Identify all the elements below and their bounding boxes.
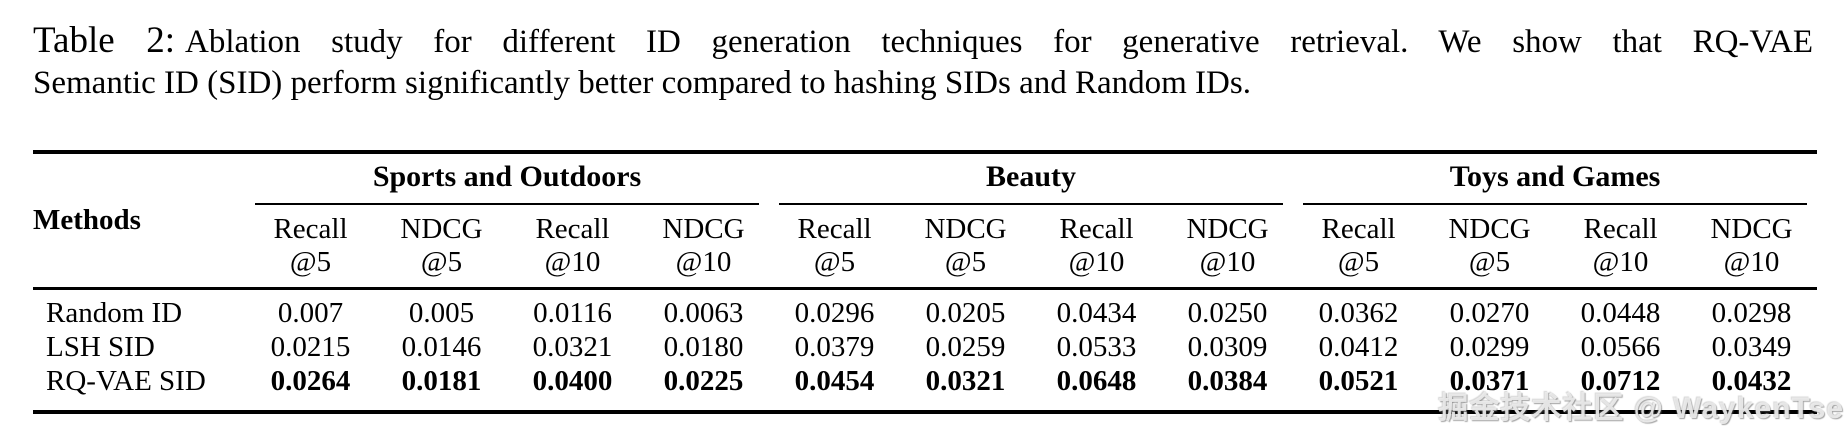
metric-header-beauty-ndcg10: NDCG @10 bbox=[1162, 205, 1293, 289]
metric-name: Recall bbox=[1321, 213, 1396, 245]
metric-cutoff: @10 bbox=[1199, 246, 1256, 278]
metric-cutoff: @5 bbox=[1337, 246, 1380, 278]
ablation-results-table: Methods Sports and Outdoors Beauty Toys … bbox=[33, 150, 1818, 414]
cell-value: 0.0063 bbox=[663, 297, 744, 329]
metric-header-toys-ndcg10: NDCG @10 bbox=[1686, 205, 1817, 289]
metric-name: NDCG bbox=[1186, 213, 1269, 245]
cell-value: 0.0116 bbox=[533, 297, 612, 329]
cell-value: 0.0180 bbox=[663, 331, 744, 363]
cell-value: 0.0349 bbox=[1711, 331, 1792, 363]
metric-header-sports-ndcg10: NDCG @10 bbox=[638, 205, 769, 289]
metric-header-toys-recall5: Recall @5 bbox=[1293, 205, 1424, 289]
metric-cutoff: @10 bbox=[1592, 246, 1649, 278]
cell-value: 0.005 bbox=[408, 297, 475, 329]
cell-value: 0.0712 bbox=[1580, 365, 1661, 397]
cell-value: 0.0309 bbox=[1187, 331, 1268, 363]
group-label-beauty: Beauty bbox=[779, 154, 1284, 205]
metric-header-toys-recall10: Recall @10 bbox=[1555, 205, 1686, 289]
metric-cutoff: @10 bbox=[1723, 246, 1780, 278]
cell-value: 0.0321 bbox=[925, 365, 1006, 397]
caption-line-1: Table 2: Ablation study for different ID … bbox=[33, 20, 1813, 63]
cell-value: 0.0321 bbox=[532, 331, 613, 363]
metric-name: Recall bbox=[1059, 213, 1134, 245]
cell-value: 0.0250 bbox=[1187, 297, 1268, 329]
cell-value: 0.0215 bbox=[270, 331, 351, 363]
group-header-row: Methods Sports and Outdoors Beauty Toys … bbox=[33, 152, 1817, 236]
watermark-text: 掘金技术社区 @ WaykenTse bbox=[1438, 392, 1844, 425]
cell-value: 0.0371 bbox=[1449, 365, 1530, 397]
metric-name: NDCG bbox=[662, 213, 745, 245]
group-header-sports: Sports and Outdoors bbox=[245, 152, 769, 205]
metric-cutoff: @5 bbox=[420, 246, 463, 278]
cell-value: 0.0298 bbox=[1711, 297, 1792, 329]
metric-name: Recall bbox=[273, 213, 348, 245]
cell-value: 0.0259 bbox=[925, 331, 1006, 363]
metric-header-beauty-ndcg5: NDCG @5 bbox=[900, 205, 1031, 289]
metric-header-sports-recall10: Recall @10 bbox=[507, 205, 638, 289]
group-label-toys: Toys and Games bbox=[1303, 154, 1808, 205]
metric-header-sports-recall5: Recall @5 bbox=[245, 205, 376, 289]
metric-name: Recall bbox=[797, 213, 872, 245]
caption-text-line1: Ablation study for different ID generati… bbox=[185, 24, 1813, 60]
cell-value: 0.0225 bbox=[663, 365, 744, 397]
cell-value: 0.0384 bbox=[1187, 365, 1268, 397]
cell-value: 0.0533 bbox=[1056, 331, 1137, 363]
cell-value: 0.0146 bbox=[401, 331, 482, 363]
metric-cutoff: @10 bbox=[675, 246, 732, 278]
method-label: RQ-VAE SID bbox=[46, 365, 206, 397]
method-label: Random ID bbox=[46, 297, 183, 329]
cell-value: 0.0412 bbox=[1318, 331, 1399, 363]
metric-cutoff: @10 bbox=[1068, 246, 1125, 278]
cell-value: 0.0299 bbox=[1449, 331, 1530, 363]
caption-table-number: Table 2: bbox=[33, 20, 176, 61]
metric-cutoff: @5 bbox=[813, 246, 856, 278]
caption-text-line2: Semantic ID (SID) perform significantly … bbox=[33, 65, 1251, 101]
metric-name: Recall bbox=[1583, 213, 1658, 245]
cell-value: 0.0434 bbox=[1056, 297, 1137, 329]
metric-cutoff: @5 bbox=[944, 246, 987, 278]
cell-value: 0.0454 bbox=[794, 365, 875, 397]
table-caption: Table 2: Ablation study for different ID … bbox=[33, 20, 1813, 104]
metric-name: NDCG bbox=[1710, 213, 1793, 245]
cell-value: 0.0432 bbox=[1711, 365, 1792, 397]
metric-header-toys-ndcg5: NDCG @5 bbox=[1424, 205, 1555, 289]
metric-cutoff: @5 bbox=[1468, 246, 1511, 278]
cell-value: 0.0264 bbox=[270, 365, 351, 397]
metric-cutoff: @10 bbox=[544, 246, 601, 278]
cell-value: 0.0362 bbox=[1318, 297, 1399, 329]
table-row-rqvae-sid: RQ-VAE SID 0.0264 0.0181 0.0400 0.0225 0… bbox=[33, 364, 1818, 412]
cell-value: 0.0181 bbox=[401, 365, 482, 397]
cell-value: 0.0296 bbox=[794, 297, 875, 329]
group-label-sports: Sports and Outdoors bbox=[255, 154, 760, 205]
cell-value: 0.0448 bbox=[1580, 297, 1661, 329]
cell-value: 0.0205 bbox=[925, 297, 1006, 329]
method-label: LSH SID bbox=[46, 331, 155, 363]
cell-value: 0.007 bbox=[277, 297, 344, 329]
cell-value: 0.0400 bbox=[532, 365, 613, 397]
group-header-beauty: Beauty bbox=[769, 152, 1293, 205]
cell-value: 0.0379 bbox=[794, 331, 875, 363]
cell-value: 0.0566 bbox=[1580, 331, 1661, 363]
methods-column-header: Methods bbox=[33, 204, 141, 236]
metric-header-beauty-recall5: Recall @5 bbox=[769, 205, 900, 289]
metric-header-row: Recall @5 NDCG @5 Recall @10 NDCG @10 Re… bbox=[33, 205, 1818, 289]
metric-name: Recall bbox=[535, 213, 610, 245]
cell-value: 0.0521 bbox=[1318, 365, 1399, 397]
cell-value: 0.0270 bbox=[1449, 297, 1530, 329]
metric-name: NDCG bbox=[400, 213, 483, 245]
metric-header-sports-ndcg5: NDCG @5 bbox=[376, 205, 507, 289]
caption-line-2: Semantic ID (SID) perform significantly … bbox=[33, 63, 1813, 104]
metric-name: NDCG bbox=[1448, 213, 1531, 245]
metric-header-beauty-recall10: Recall @10 bbox=[1031, 205, 1162, 289]
metric-name: NDCG bbox=[924, 213, 1007, 245]
table-row-random-id: Random ID 0.007 0.005 0.0116 0.0063 0.02… bbox=[33, 289, 1817, 331]
group-header-toys: Toys and Games bbox=[1293, 152, 1817, 205]
metric-cutoff: @5 bbox=[289, 246, 332, 278]
cell-value: 0.0648 bbox=[1056, 365, 1137, 397]
table-row-lsh-sid: LSH SID 0.0215 0.0146 0.0321 0.0180 0.03… bbox=[33, 330, 1817, 364]
